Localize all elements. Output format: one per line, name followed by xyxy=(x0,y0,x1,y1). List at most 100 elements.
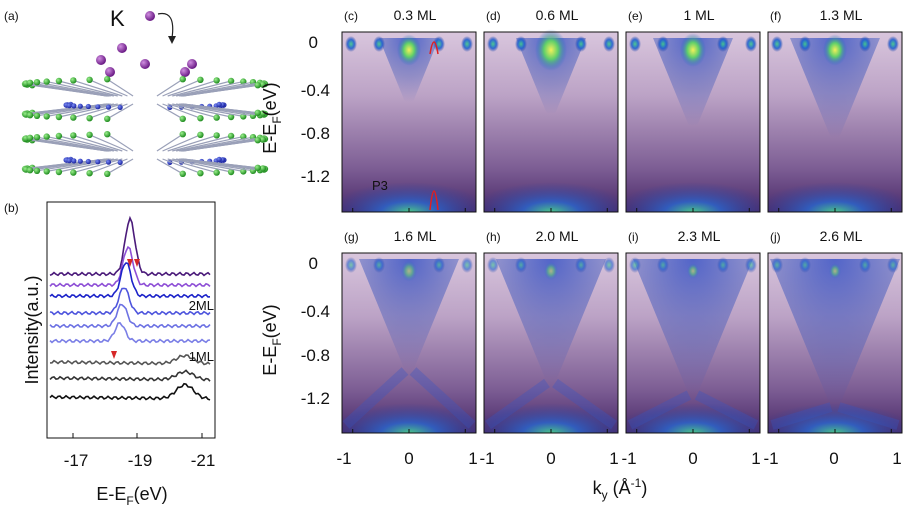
side-pocket xyxy=(799,257,811,273)
electron-pocket xyxy=(790,38,880,138)
chalcogen-atom xyxy=(70,169,77,176)
valence-band-glow xyxy=(342,383,476,433)
metal-atom xyxy=(117,104,123,110)
tmd-layer-bottom xyxy=(21,131,269,177)
core-level-curve xyxy=(49,262,211,299)
adsorbate-label: K xyxy=(110,6,125,31)
chalcogen-atom xyxy=(179,115,186,123)
bond-line xyxy=(172,80,232,97)
bond-line xyxy=(176,136,244,152)
panel-b: (b) 2ML 1ML Intensity(a.u.) -17 -19 -21 … xyxy=(4,201,216,508)
arpes-panel: (i) 2.3 ML xyxy=(625,228,761,434)
core-level-curve xyxy=(49,215,211,277)
xtick: -1 xyxy=(621,449,636,468)
xtick: -19 xyxy=(128,451,153,470)
xtick: 1 xyxy=(892,449,901,468)
chalcogen-atom xyxy=(197,131,204,138)
chalcogen-atom xyxy=(227,113,235,121)
bond-line xyxy=(29,82,109,97)
ytick: -0.4 xyxy=(301,81,330,100)
panel-b-letter: (b) xyxy=(4,201,19,215)
arpes-panel: (c) 0.3 ML P3 xyxy=(341,7,477,213)
chalcogen-atom xyxy=(213,169,220,176)
arpes-panel: (d) 0.6 ML xyxy=(483,7,619,213)
electron-pocket xyxy=(633,259,753,395)
side-pocket xyxy=(717,36,729,52)
valence-band-glow xyxy=(626,383,760,433)
bond-line xyxy=(106,158,134,175)
chalcogen-atom xyxy=(213,114,220,121)
bond-line xyxy=(73,158,123,174)
chalcogen-atom xyxy=(70,132,77,139)
bond-line xyxy=(176,81,244,97)
k-atom-incoming xyxy=(145,11,155,21)
valence-band-glow xyxy=(626,162,760,212)
chalcogen-atom xyxy=(227,77,235,85)
k-atom xyxy=(187,59,197,69)
ytick: 0 xyxy=(309,254,318,273)
annotation-2ml: 2ML xyxy=(189,298,214,313)
fermi-hotspot xyxy=(535,29,567,71)
bond-line xyxy=(167,158,217,174)
chalcogen-atom xyxy=(55,113,63,121)
metal-atom xyxy=(105,159,112,165)
bond-line xyxy=(73,79,123,97)
chalcogen-atom xyxy=(26,112,34,119)
xtick: -17 xyxy=(64,451,89,470)
panel-b-xticks: -17 -19 -21 xyxy=(64,433,215,470)
coverage-label: 1.3 ML xyxy=(820,7,863,23)
chalcogen-atom xyxy=(55,132,63,140)
chalcogen-atom xyxy=(179,131,186,138)
chalcogen-atom xyxy=(254,137,261,144)
side-pocket xyxy=(461,36,473,52)
side-pocket xyxy=(657,36,669,52)
metal-atom xyxy=(216,156,222,162)
core-level-curve xyxy=(49,287,211,316)
metal-atom xyxy=(77,103,83,109)
coverage-label: 0.6 ML xyxy=(536,7,579,23)
metal-atom xyxy=(85,103,91,110)
chalcogen-atom xyxy=(179,170,186,177)
deposition-arrow xyxy=(157,12,174,39)
core-level-curve xyxy=(49,303,211,329)
xtick: 1 xyxy=(468,449,477,468)
side-pocket xyxy=(461,257,473,273)
bond-line xyxy=(106,133,134,152)
chalcogen-atom xyxy=(55,77,63,85)
metal-atom xyxy=(85,158,91,165)
chalcogen-atom xyxy=(259,110,267,117)
chalcogen-atom xyxy=(259,136,267,143)
metal-atom xyxy=(71,103,77,109)
bond-line xyxy=(156,133,184,152)
bond-line xyxy=(156,158,184,175)
bond-line xyxy=(167,79,217,97)
core-level-curve xyxy=(49,354,211,366)
chalcogen-atom xyxy=(86,76,93,84)
arpes-panel: (h) 2.0 ML xyxy=(483,228,619,434)
chalcogen-atom xyxy=(33,79,41,86)
metal-atom xyxy=(95,104,101,110)
side-pocket xyxy=(887,36,899,52)
shift-marker-3 xyxy=(111,351,117,359)
metal-atom xyxy=(95,159,101,165)
side-pocket xyxy=(771,257,783,273)
side-pocket xyxy=(373,36,385,52)
marker-arrows xyxy=(111,259,140,359)
side-pocket xyxy=(859,36,871,52)
arpes-xlabel: ky (Å-1) xyxy=(593,476,648,502)
side-pocket xyxy=(433,257,445,273)
side-pocket xyxy=(345,36,357,52)
chalcogen-atom xyxy=(104,131,111,138)
coverage-label: 2.6 ML xyxy=(820,228,863,244)
coverage-label: 2.0 ML xyxy=(536,228,579,244)
chalcogen-atom xyxy=(86,131,93,138)
valence-band-glow xyxy=(342,162,476,212)
panel-letter: (c) xyxy=(344,9,358,23)
electron-pocket xyxy=(770,259,900,407)
xtick: 1 xyxy=(751,449,760,468)
chalcogen-atom xyxy=(70,114,77,121)
side-pocket xyxy=(603,36,615,52)
xtick: -1 xyxy=(479,449,494,468)
panel-b-xlabel: E-EF(eV) xyxy=(96,484,167,508)
